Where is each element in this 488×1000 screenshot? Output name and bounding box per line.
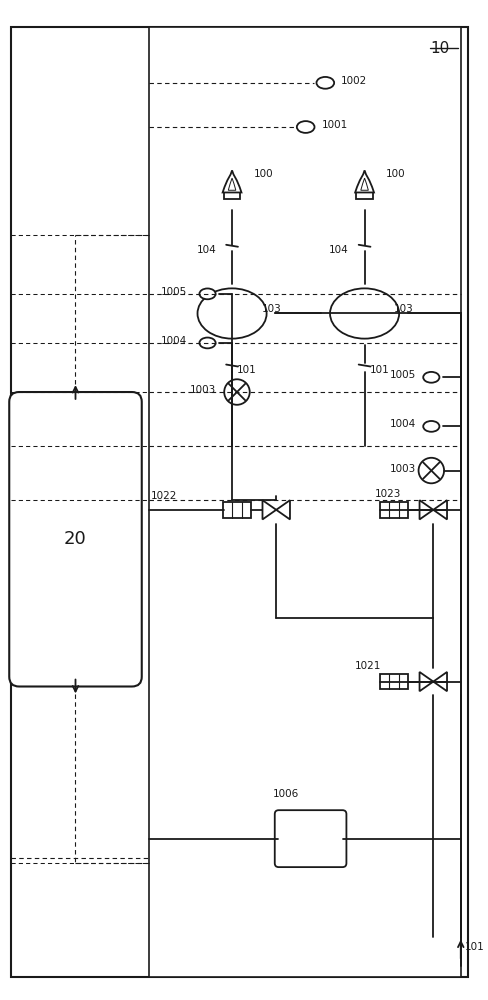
- Ellipse shape: [423, 421, 439, 432]
- Text: 100: 100: [254, 169, 273, 179]
- Bar: [380, 674, 408, 689]
- Text: 1003: 1003: [190, 385, 216, 395]
- Text: 103: 103: [394, 304, 414, 314]
- Text: 1006: 1006: [273, 789, 300, 799]
- Text: 1005: 1005: [161, 287, 186, 297]
- Text: 10: 10: [430, 41, 449, 56]
- Bar: [149, 27, 461, 977]
- Polygon shape: [355, 170, 374, 192]
- Text: 1005: 1005: [390, 370, 416, 380]
- Text: 104: 104: [197, 245, 217, 255]
- Ellipse shape: [297, 121, 314, 133]
- Polygon shape: [228, 178, 236, 190]
- Bar: [224, 192, 240, 199]
- FancyBboxPatch shape: [9, 392, 142, 687]
- Ellipse shape: [200, 288, 216, 299]
- Polygon shape: [223, 170, 242, 192]
- Circle shape: [224, 379, 250, 405]
- Polygon shape: [420, 672, 433, 691]
- Text: 101: 101: [369, 365, 389, 375]
- Text: 1002: 1002: [341, 76, 367, 86]
- FancyBboxPatch shape: [275, 810, 346, 867]
- Polygon shape: [433, 672, 447, 691]
- Text: 101: 101: [465, 942, 485, 952]
- Text: 101: 101: [237, 365, 257, 375]
- Text: 100: 100: [386, 169, 406, 179]
- Ellipse shape: [200, 338, 216, 348]
- Text: 1004: 1004: [161, 336, 186, 346]
- Bar: [223, 502, 251, 518]
- Text: 1022: 1022: [151, 491, 177, 501]
- Ellipse shape: [423, 372, 439, 383]
- Ellipse shape: [317, 77, 334, 89]
- Polygon shape: [276, 500, 290, 519]
- Text: 1021: 1021: [355, 661, 381, 671]
- Text: 1023: 1023: [374, 489, 401, 499]
- Text: 104: 104: [329, 245, 349, 255]
- Text: 103: 103: [262, 304, 281, 314]
- Polygon shape: [433, 500, 447, 519]
- Bar: [356, 192, 373, 199]
- Text: 1004: 1004: [390, 419, 416, 429]
- Circle shape: [419, 458, 444, 483]
- Text: 1003: 1003: [390, 464, 416, 474]
- Polygon shape: [420, 500, 433, 519]
- Ellipse shape: [330, 288, 399, 339]
- Ellipse shape: [198, 288, 266, 339]
- Polygon shape: [361, 178, 368, 190]
- Bar: [380, 502, 408, 518]
- Polygon shape: [263, 500, 276, 519]
- Text: 20: 20: [64, 530, 87, 548]
- Text: 1001: 1001: [322, 120, 347, 130]
